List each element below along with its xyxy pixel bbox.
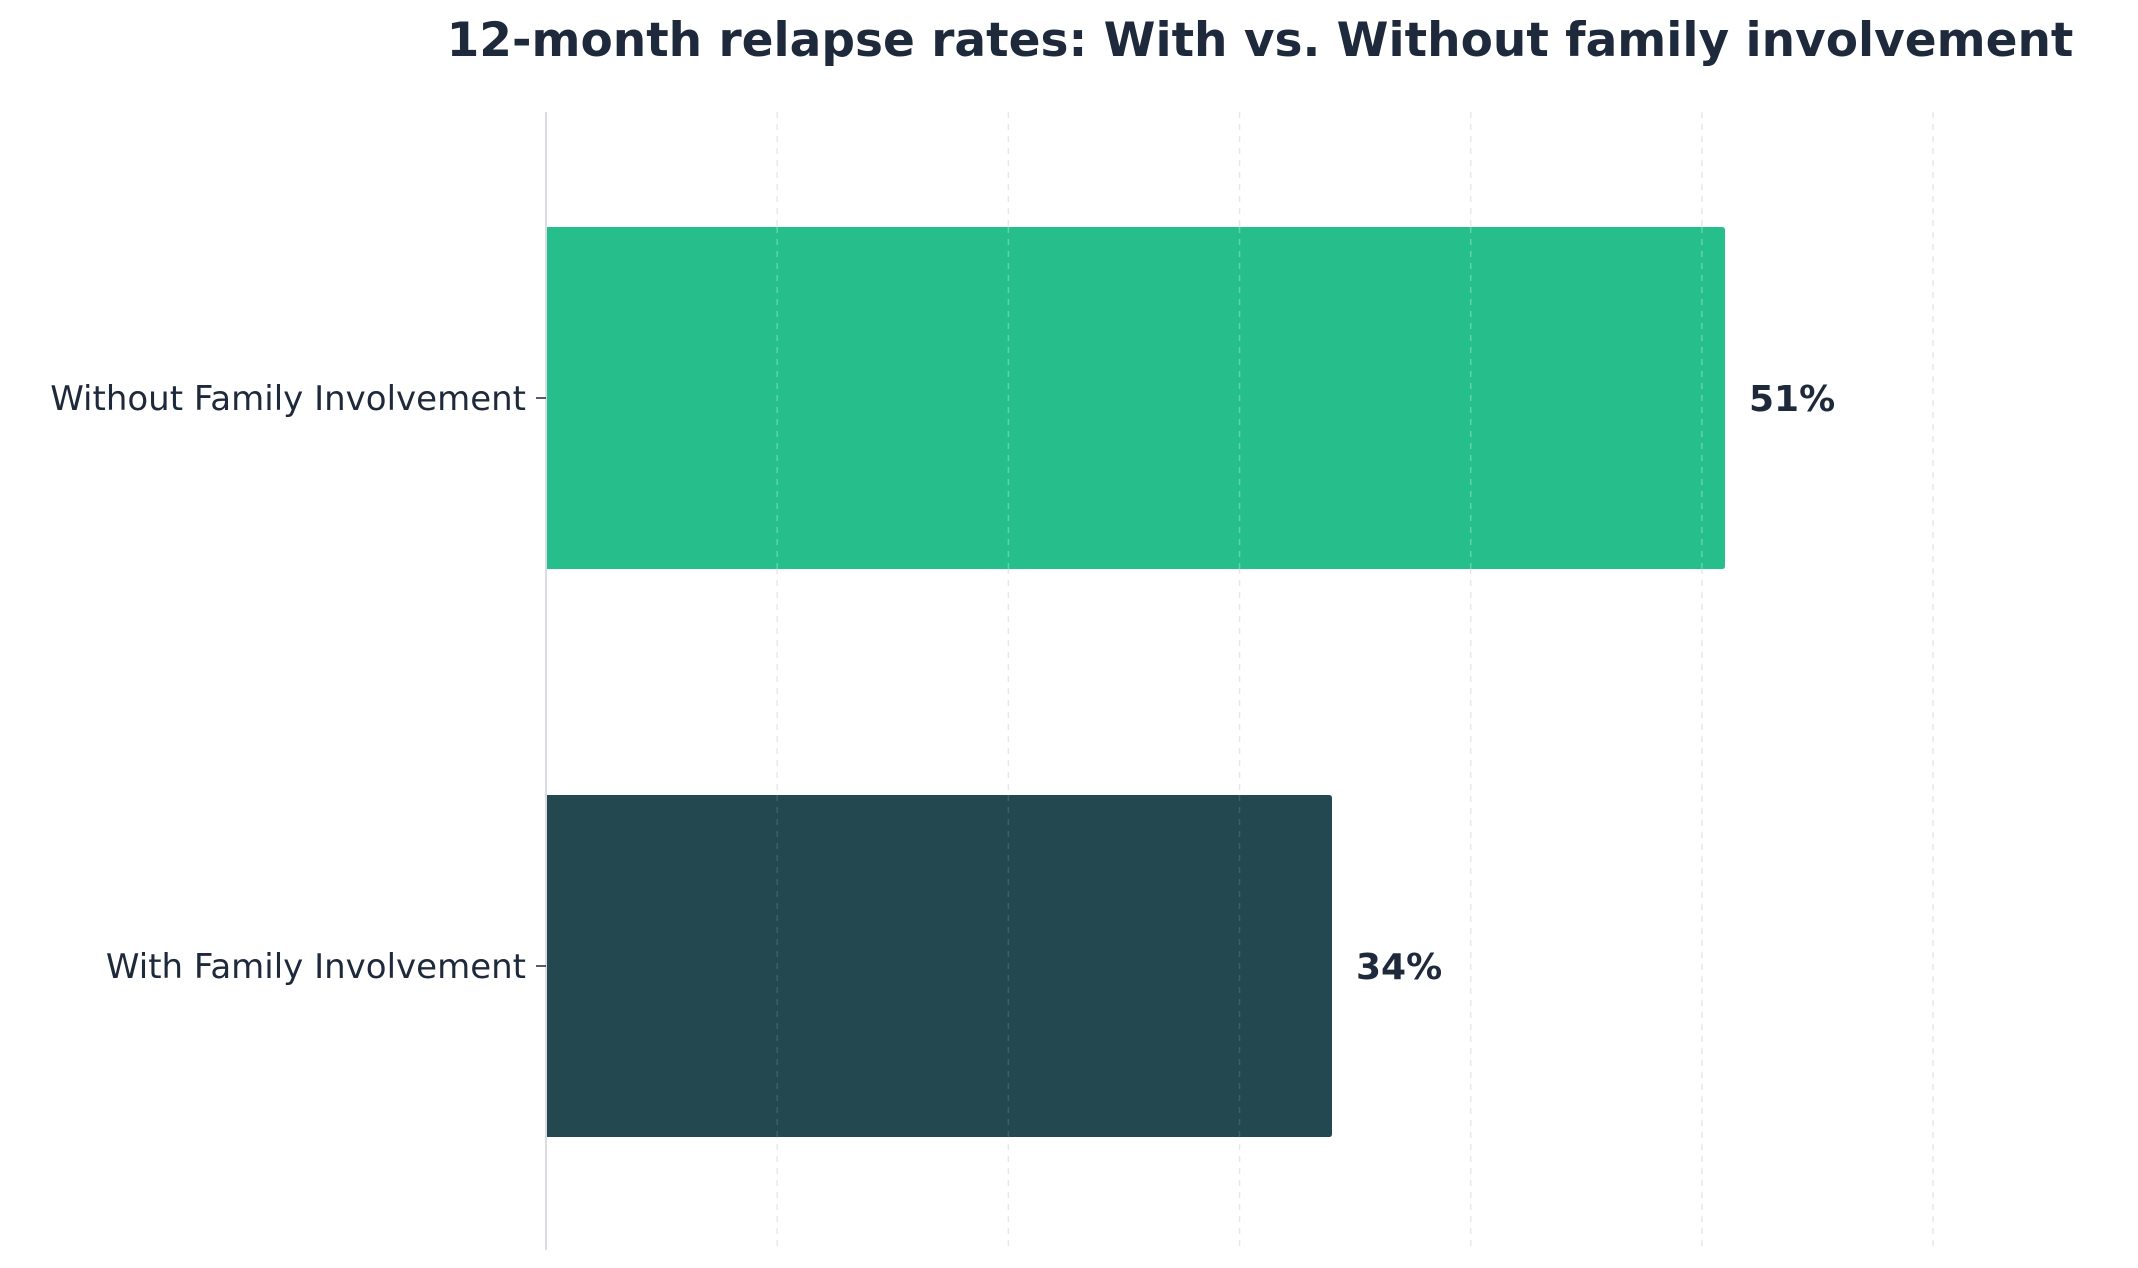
bars (546, 227, 1725, 1137)
category-label: Without Family Involvement (50, 379, 526, 419)
chart-title: 12-month relapse rates: With vs. Without… (447, 13, 2074, 68)
bar-with-family-involvement (546, 795, 1332, 1137)
bar-grid-overlay (776, 227, 1703, 1137)
bar-without-family-involvement (546, 227, 1725, 569)
category-label: With Family Involvement (106, 947, 526, 987)
labels: Without Family Involvement 51% With Family… (50, 379, 1835, 988)
value-label: 51% (1749, 379, 1835, 420)
value-label: 34% (1356, 947, 1442, 988)
